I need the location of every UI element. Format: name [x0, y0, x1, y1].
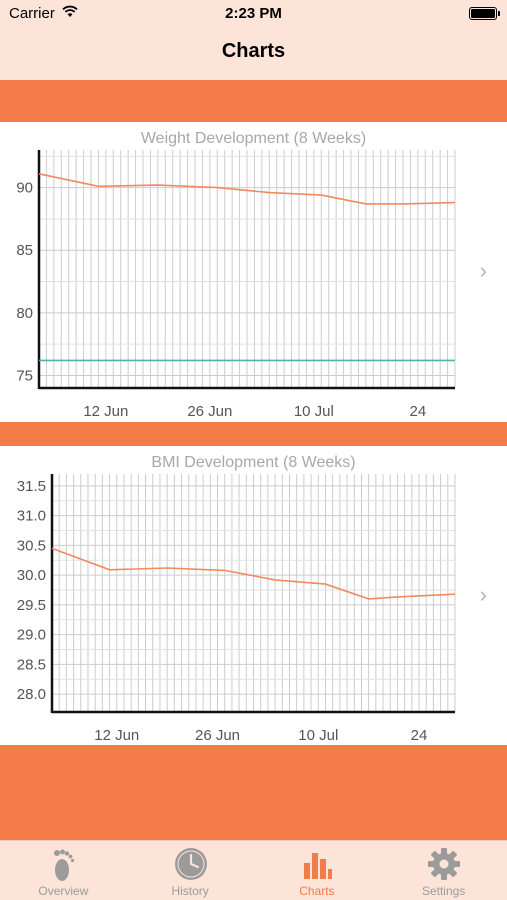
tab-settings[interactable]: Settings [380, 841, 507, 900]
y-tick-label: 28.5 [17, 656, 46, 673]
x-tick-label: 12 Jun [83, 403, 128, 420]
x-tick-label: 10 Jul [294, 403, 334, 420]
status-bar: Carrier 2:23 PM [0, 0, 507, 28]
accent-band-top [0, 80, 507, 122]
weight-chart-title: Weight Development (8 Weeks) [140, 130, 367, 147]
weight-series-line [38, 173, 456, 205]
accent-band-middle [0, 422, 507, 446]
x-tick-label: 10 Jul [298, 727, 338, 744]
x-tick-label: 24 [410, 403, 427, 420]
footprint-icon [54, 849, 75, 881]
tab-history[interactable]: History [127, 841, 254, 900]
tab-charts[interactable]: Charts [254, 841, 381, 900]
tab-label: Overview [38, 884, 89, 898]
bmi-chart: 28.0 28.5 29.0 29.5 30.0 30.5 31.0 31.5 12 Jun 26… [17, 474, 456, 744]
y-tick-label: 90 [16, 180, 33, 197]
x-tick-label: 26 Jun [195, 727, 240, 744]
y-tick-label: 31.5 [17, 478, 46, 495]
y-tick-label: 75 [16, 367, 33, 384]
gear-icon [428, 848, 461, 880]
tab-bar: Overview History Charts [0, 840, 507, 900]
y-tick-label: 29.5 [17, 597, 46, 614]
weight-chart: 75 80 85 90 12 Jun 26 Jun 10 Jul 24 [16, 150, 456, 420]
y-tick-label: 28.0 [17, 686, 46, 703]
tab-label: Settings [421, 884, 466, 898]
x-tick-label: 24 [411, 727, 428, 744]
y-tick-label: 85 [16, 242, 33, 259]
wifi-icon [62, 5, 78, 22]
status-time: 2:23 PM [225, 5, 282, 22]
chevron-right-icon[interactable]: › [479, 258, 487, 283]
weight-chart-panel[interactable]: Weight Development (8 Weeks) 75 80 85 90 12 … [0, 122, 507, 422]
navigation-bar: Charts [0, 28, 507, 80]
tab-overview[interactable]: Overview [0, 841, 127, 900]
y-tick-label: 30.5 [17, 537, 46, 554]
page-title: Charts [221, 40, 286, 62]
y-tick-label: 31.0 [17, 508, 46, 525]
tab-label: History [171, 884, 209, 898]
bar-chart-icon [303, 853, 332, 879]
y-tick-label: 29.0 [17, 627, 46, 644]
bmi-chart-title: BMI Development (8 Weeks) [151, 454, 356, 471]
chevron-right-icon[interactable]: › [479, 582, 487, 607]
tab-label: Charts [299, 884, 335, 898]
battery-icon [469, 7, 500, 20]
clock-icon [174, 848, 207, 880]
carrier-label: Carrier [9, 5, 55, 22]
x-tick-label: 26 Jun [187, 403, 232, 420]
accent-band-bottom [0, 745, 507, 840]
bmi-chart-panel[interactable]: BMI Development (8 Weeks) 28.0 28.5 29.0 29… [0, 446, 507, 745]
y-tick-label: 80 [16, 305, 33, 322]
bmi-series-line [51, 547, 456, 600]
x-tick-label: 12 Jun [94, 727, 139, 744]
y-tick-label: 30.0 [17, 567, 46, 584]
